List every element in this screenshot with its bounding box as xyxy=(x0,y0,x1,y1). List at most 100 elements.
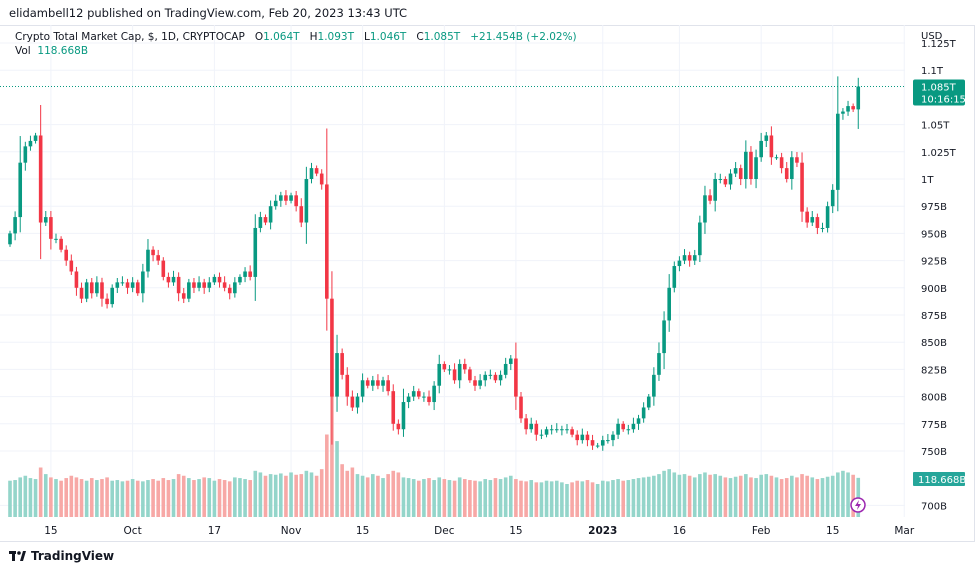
symbol-legend: Crypto Total Market Cap, $, 1D, CRYPTOCA… xyxy=(15,31,577,43)
volume-bar xyxy=(524,481,528,517)
price-tick-label: 1.05T xyxy=(921,121,950,132)
candle-body xyxy=(309,168,314,179)
volume-bar xyxy=(713,474,717,517)
candle-body xyxy=(846,106,850,112)
volume-bar xyxy=(692,477,697,517)
candle-body xyxy=(381,380,385,386)
price-tick-label: 700B xyxy=(921,501,947,512)
volume-bar xyxy=(728,478,733,517)
candle-body xyxy=(565,429,569,431)
candle-body xyxy=(125,282,130,288)
candle-body xyxy=(273,200,278,207)
volume-bar xyxy=(18,477,23,517)
current-price-label: 1.085T xyxy=(921,83,957,94)
price-tick-label: 900B xyxy=(921,284,947,295)
candle-body xyxy=(79,287,84,299)
volume-bar xyxy=(493,478,498,517)
volume-bar xyxy=(534,482,539,517)
footer-logo-text: TradingView xyxy=(31,549,115,563)
candle-body xyxy=(841,111,845,114)
volume-bar xyxy=(38,467,43,517)
candle-body xyxy=(733,168,738,174)
volume-bar xyxy=(335,441,339,517)
candle-body xyxy=(314,168,319,174)
volume-bar xyxy=(657,474,661,517)
low-value: 1.046T xyxy=(369,31,407,43)
volume-bar xyxy=(825,476,830,517)
candle-body xyxy=(417,391,421,397)
candle-body xyxy=(151,249,155,256)
volume-bar xyxy=(381,478,385,517)
candle-body xyxy=(161,260,166,277)
candle-body xyxy=(677,260,682,267)
volume-bar xyxy=(841,470,845,517)
candle-body xyxy=(268,206,273,223)
candle-body xyxy=(836,113,840,190)
current-price-badge xyxy=(913,79,965,106)
volume-bar xyxy=(774,477,779,517)
candle-body xyxy=(84,282,89,299)
candle-body xyxy=(452,369,457,381)
volume-bar xyxy=(391,470,396,517)
volume-bar xyxy=(309,472,314,517)
volume-bar xyxy=(473,480,477,517)
volume-bar xyxy=(233,477,237,517)
volume-bar xyxy=(498,479,503,517)
volume-bar xyxy=(345,470,350,517)
volume-bar xyxy=(279,473,283,517)
candle-body xyxy=(64,249,69,261)
volume-bar xyxy=(452,480,457,517)
volume-bar xyxy=(641,477,646,517)
volume-bar xyxy=(790,475,794,517)
candle-body xyxy=(49,217,53,239)
volume-bar xyxy=(764,474,769,517)
candle-body xyxy=(616,423,620,435)
candle-body xyxy=(560,429,564,431)
candle-body xyxy=(217,276,222,283)
price-tick-label: 1.125T xyxy=(921,39,957,50)
vol-label: Vol xyxy=(15,45,31,57)
volume-bars xyxy=(8,393,861,517)
volume-bar xyxy=(166,480,171,517)
candle-body xyxy=(600,440,605,446)
time-tick-label: Dec xyxy=(434,525,455,537)
candle-body xyxy=(585,434,590,441)
time-axis: 15 Oct 17 Nov 15 Dec 15 2023 16 Feb 15 Mar xyxy=(44,525,915,537)
candle-body xyxy=(754,157,758,179)
volume-bar xyxy=(652,475,656,517)
tradingview-logo[interactable]: TradingView xyxy=(9,549,114,563)
volume-bar xyxy=(830,475,835,517)
volume-bar xyxy=(851,474,855,517)
candle-body xyxy=(371,380,375,386)
candle-body xyxy=(8,233,12,245)
volume-bar xyxy=(151,479,155,517)
volume-bar xyxy=(606,481,610,517)
volume-bar xyxy=(687,475,692,517)
candle-body xyxy=(28,140,33,147)
candle-body xyxy=(422,396,426,398)
candle-body xyxy=(784,168,789,179)
candle-body xyxy=(171,276,176,283)
volume-bar xyxy=(130,479,135,517)
candle-body xyxy=(473,380,477,386)
lightning-icon xyxy=(850,497,866,513)
volume-bar xyxy=(417,480,421,517)
volume-bar xyxy=(672,472,677,517)
volume-bar xyxy=(626,480,631,517)
volume-bar xyxy=(800,474,804,517)
volume-bar xyxy=(580,481,585,517)
candle-body xyxy=(279,195,283,201)
candle-body xyxy=(800,162,804,212)
candle-body xyxy=(396,423,401,430)
candle-body xyxy=(529,423,534,430)
volume-bar xyxy=(135,480,140,517)
volume-bar xyxy=(677,474,682,517)
volume-bar xyxy=(23,475,28,517)
candle-body xyxy=(698,222,702,256)
candle-body xyxy=(156,255,160,261)
chart-frame xyxy=(0,25,975,542)
change-value: +21.454B (+2.02%) xyxy=(470,31,577,43)
vol-value: 118.668B xyxy=(37,45,89,57)
